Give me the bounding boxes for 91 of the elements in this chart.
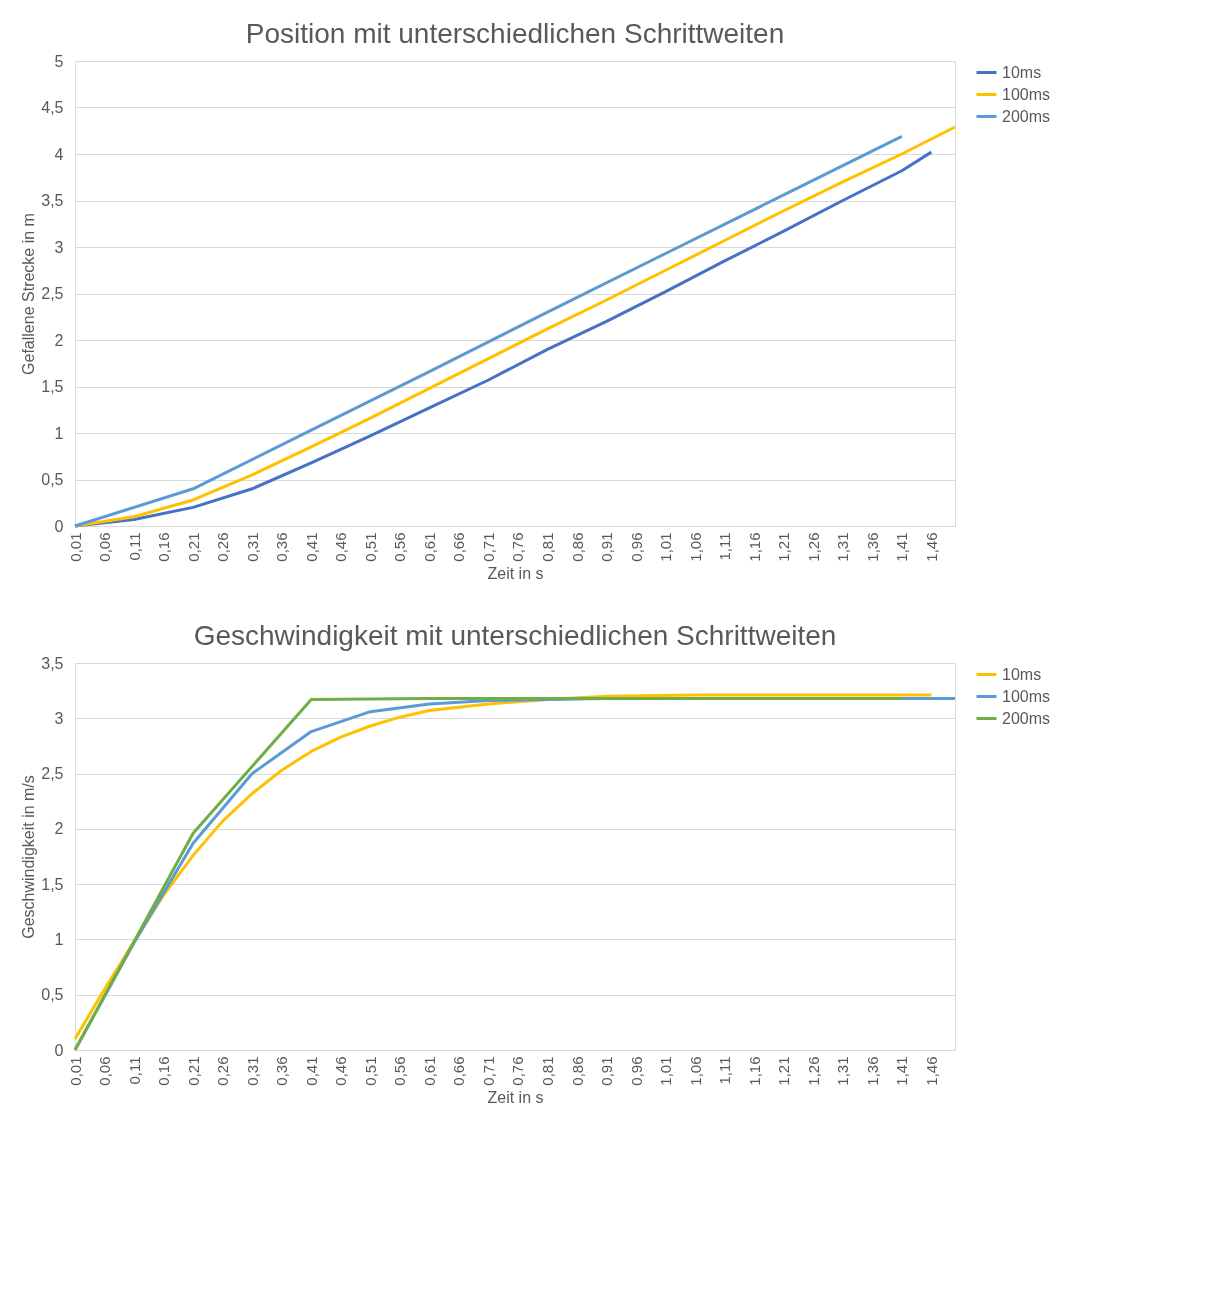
x-tick-label: 0,81 [538, 1056, 556, 1086]
y-tick-label: 0 [54, 517, 64, 535]
x-tick-label: 0,41 [302, 1056, 320, 1086]
y-tick-label: 1 [54, 930, 64, 948]
x-tick-label: 1,16 [745, 532, 763, 562]
y-tick-label: 3 [54, 238, 64, 256]
x-tick-label: 0,96 [627, 1056, 645, 1086]
x-tick-label: 0,16 [155, 1056, 173, 1086]
y-tick-label: 1,5 [41, 378, 64, 395]
x-tick-label: 0,01 [66, 1056, 84, 1086]
x-tick-label: 0,26 [214, 1056, 232, 1086]
x-tick-label: 0,66 [450, 1056, 468, 1086]
x-tick-label: 1,46 [922, 532, 940, 562]
x-tick-label: 0,56 [391, 1056, 409, 1086]
x-tick-label: 1,01 [657, 532, 675, 562]
y-tick-label: 0,5 [41, 986, 64, 1004]
x-tick-label: 0,76 [509, 1056, 527, 1086]
x-tick-label: 0,51 [361, 532, 379, 562]
y-tick-label: 4 [54, 145, 64, 163]
x-tick-label: 0,66 [450, 532, 468, 562]
y-axis-title: Gefallene Strecke in m [20, 213, 38, 375]
x-tick-label: 1,21 [775, 1056, 793, 1086]
y-tick-label: 2,5 [41, 765, 64, 783]
x-tick-label: 0,06 [96, 532, 114, 562]
x-tick-label: 0,76 [509, 532, 527, 562]
x-tick-label: 1,06 [686, 532, 704, 562]
x-tick-label: 0,86 [568, 1056, 586, 1086]
legend-label: 10ms [1002, 665, 1042, 683]
legend-label: 200ms [1002, 709, 1051, 727]
x-tick-label: 0,16 [155, 532, 173, 562]
x-tick-label: 0,46 [332, 1056, 350, 1086]
x-tick-label: 0,51 [361, 1056, 379, 1086]
y-tick-label: 3,5 [41, 654, 64, 672]
x-axis-title: Zeit in s [487, 1088, 544, 1106]
legend-label: 100ms [1002, 687, 1051, 705]
y-tick-label: 3 [54, 709, 64, 727]
chart-title: Geschwindigkeit mit unterschiedlichen Schrittweiten [193, 620, 837, 651]
x-tick-label: 0,21 [184, 532, 202, 562]
x-tick-label: 0,36 [273, 532, 291, 562]
y-tick-label: 1,5 [41, 875, 64, 893]
x-tick-label: 1,16 [745, 1056, 763, 1086]
x-tick-label: 0,81 [538, 532, 556, 562]
x-tick-label: 0,11 [125, 1056, 143, 1085]
y-tick-label: 4,5 [41, 99, 64, 116]
y-tick-label: 3,5 [41, 192, 64, 209]
y-tick-label: 0 [54, 1041, 64, 1059]
x-tick-label: 0,31 [243, 1056, 261, 1086]
x-tick-label: 0,31 [243, 532, 261, 562]
x-axis-title: Zeit in s [487, 564, 544, 582]
x-tick-label: 0,86 [568, 532, 586, 562]
x-tick-label: 0,96 [627, 532, 645, 562]
x-tick-label: 1,41 [893, 532, 911, 562]
x-tick-label: 0,71 [479, 1056, 497, 1086]
x-tick-label: 1,36 [863, 532, 881, 562]
legend-label: 200ms [1002, 107, 1051, 125]
x-tick-label: 1,26 [804, 1056, 822, 1086]
x-tick-label: 1,31 [834, 532, 852, 562]
x-tick-label: 0,26 [214, 532, 232, 562]
chart-title: Position mit unterschiedlichen Schrittweiten [245, 18, 785, 49]
x-tick-label: 0,61 [420, 1056, 438, 1086]
x-tick-label: 1,31 [834, 1056, 852, 1086]
y-tick-label: 2,5 [41, 285, 64, 302]
x-tick-label: 0,71 [479, 532, 497, 562]
legend-label: 10ms [1002, 63, 1042, 81]
x-tick-label: 0,46 [332, 532, 350, 562]
x-tick-label: 1,41 [893, 1056, 911, 1086]
x-tick-label: 0,61 [420, 532, 438, 562]
y-axis-title: Geschwindigkeit in m/s [20, 775, 38, 939]
x-tick-label: 1,21 [775, 532, 793, 562]
y-tick-label: 0,5 [41, 471, 64, 488]
x-tick-label: 0,91 [598, 1056, 616, 1086]
x-tick-label: 1,26 [804, 532, 822, 562]
x-tick-label: 0,36 [273, 1056, 291, 1086]
y-tick-label: 1 [54, 424, 64, 442]
x-tick-label: 1,36 [863, 1056, 881, 1086]
x-tick-label: 1,11 [716, 532, 734, 561]
x-tick-label: 0,01 [66, 532, 84, 562]
x-tick-label: 0,41 [302, 532, 320, 562]
y-tick-label: 2 [54, 820, 64, 838]
x-tick-label: 0,56 [391, 532, 409, 562]
x-tick-label: 1,46 [922, 1056, 940, 1086]
x-tick-label: 0,11 [125, 532, 143, 561]
y-tick-label: 2 [54, 331, 64, 349]
x-tick-label: 1,06 [686, 1056, 704, 1086]
x-tick-label: 1,01 [657, 1056, 675, 1086]
legend-label: 100ms [1002, 85, 1051, 103]
x-tick-label: 0,91 [598, 532, 616, 562]
x-tick-label: 0,21 [184, 1056, 202, 1086]
x-tick-label: 1,11 [716, 1056, 734, 1085]
y-tick-label: 5 [54, 52, 64, 70]
x-tick-label: 0,06 [96, 1056, 114, 1086]
